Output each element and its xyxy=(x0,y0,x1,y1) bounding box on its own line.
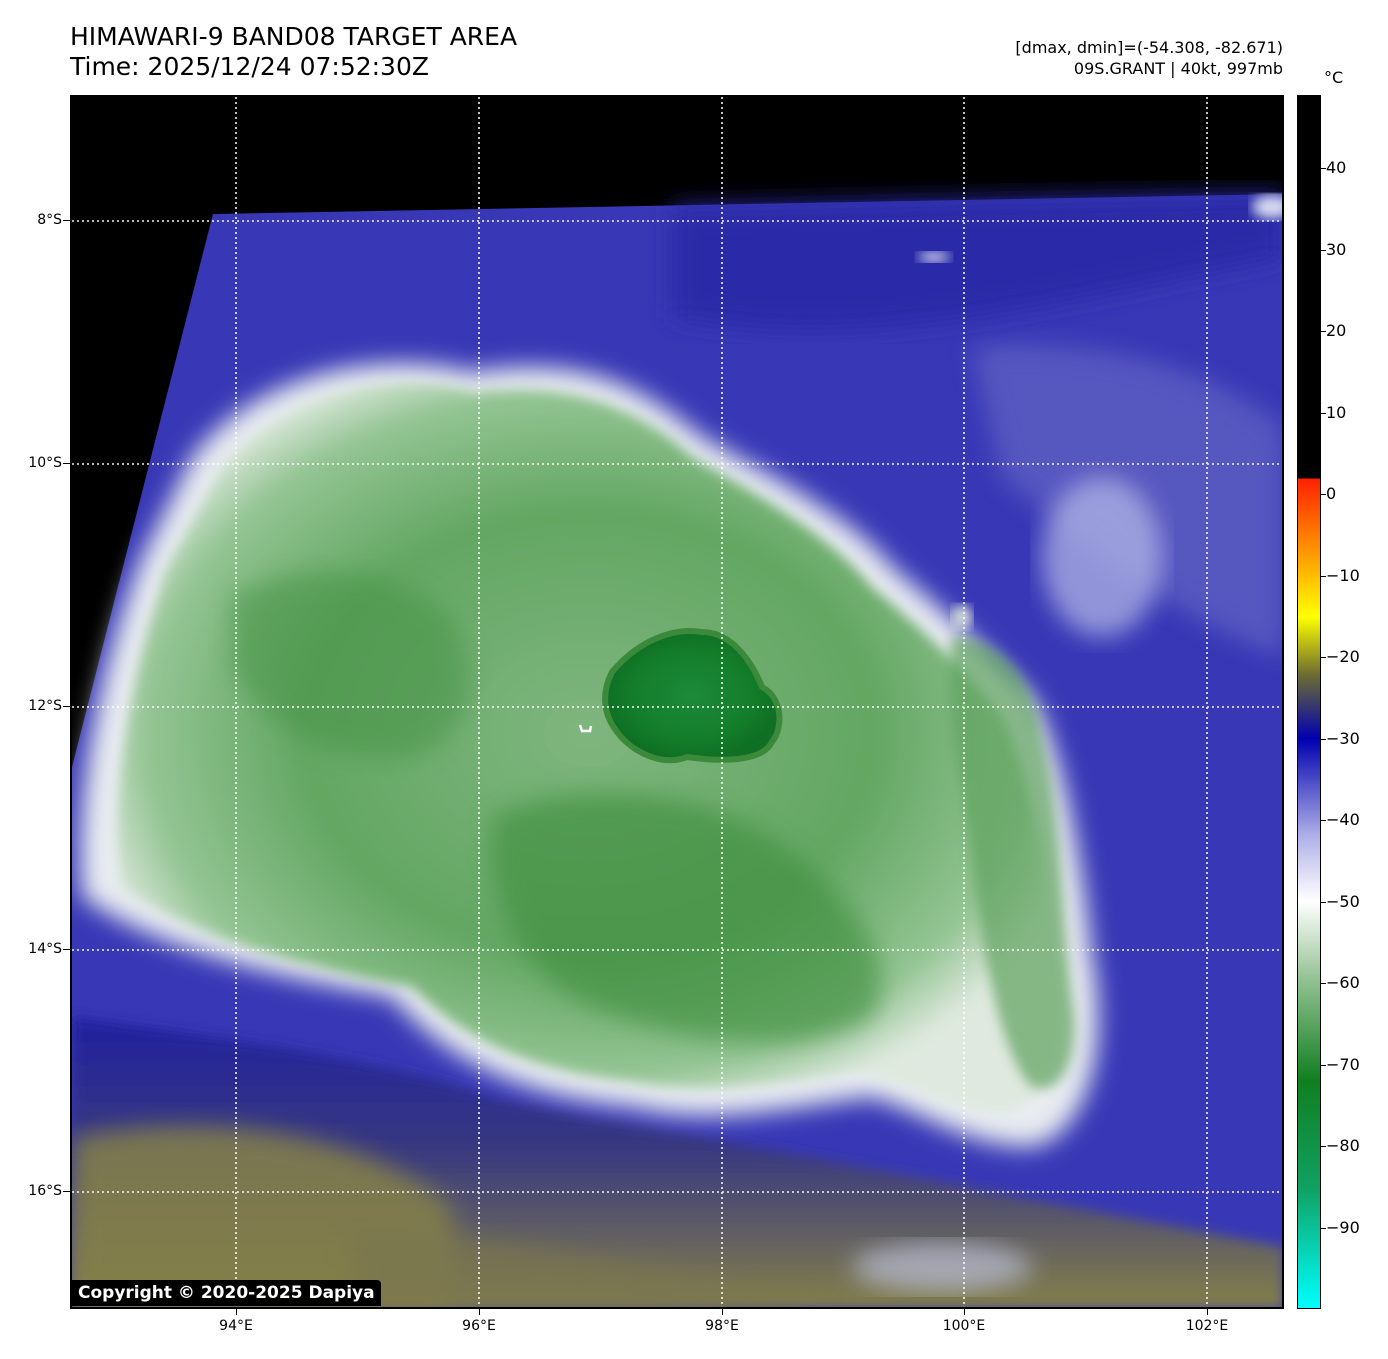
colorbar-label: −40 xyxy=(1326,810,1360,830)
lon-tick xyxy=(236,1309,237,1315)
lon-label-102e: 102°E xyxy=(1185,1318,1229,1334)
copyright-label: Copyright © 2020-2025 Dapiya xyxy=(72,1280,381,1306)
colorbar-tick xyxy=(1321,249,1326,251)
colorbar-label: −50 xyxy=(1326,891,1360,911)
lat-tick xyxy=(63,220,70,221)
colorbar-label: −30 xyxy=(1326,728,1360,748)
lat-label-8s: 8°S xyxy=(37,212,62,228)
storm-info-label: 09S.GRANT | 40kt, 997mb xyxy=(1073,59,1283,78)
colorbar-tick xyxy=(1321,820,1326,822)
lat-label-14s: 14°S xyxy=(28,941,62,957)
colorbar xyxy=(1297,95,1321,1309)
lon-label-100e: 100°E xyxy=(942,1318,986,1334)
colorbar-tick xyxy=(1321,901,1326,903)
lat-label-10s: 10°S xyxy=(28,455,62,471)
lon-tick xyxy=(1207,1309,1208,1315)
colorbar-label: 30 xyxy=(1326,239,1347,259)
graticule xyxy=(72,97,1282,1307)
colorbar-label: −10 xyxy=(1326,565,1360,585)
colorbar-tick xyxy=(1321,657,1326,659)
colorbar-tick xyxy=(1321,738,1326,740)
lon-tick xyxy=(722,1309,723,1315)
lat-tick xyxy=(63,706,70,707)
colorbar-label: −70 xyxy=(1326,1054,1360,1074)
lat-tick xyxy=(63,1191,70,1192)
colorbar-tick xyxy=(1321,494,1326,496)
lat-label-12s: 12°S xyxy=(28,698,62,714)
colorbar-label: −80 xyxy=(1326,1136,1360,1156)
colorbar-label: 10 xyxy=(1326,402,1347,422)
colorbar-label: −20 xyxy=(1326,647,1360,667)
colorbar-tick xyxy=(1321,168,1326,170)
colorbar-tick xyxy=(1321,575,1326,577)
lon-label-96e: 96°E xyxy=(462,1318,496,1334)
chart-title: HIMAWARI-9 BAND08 TARGET AREA xyxy=(70,22,518,51)
lat-label-16s: 16°S xyxy=(28,1183,62,1199)
colorbar-label: −90 xyxy=(1326,1217,1360,1237)
colorbar-label: 20 xyxy=(1326,321,1347,341)
lon-tick xyxy=(964,1309,965,1315)
colorbar-label: 40 xyxy=(1326,158,1347,178)
colorbar-label: 0 xyxy=(1326,484,1337,504)
colorbar-tick xyxy=(1321,1146,1326,1148)
colorbar-tick xyxy=(1321,412,1326,414)
colorbar-tick xyxy=(1321,983,1326,985)
lat-tick xyxy=(63,463,70,464)
data-range-label: [dmax, dmin]=(-54.308, -82.671) xyxy=(1015,38,1283,57)
colorbar-unit: °C xyxy=(1324,68,1344,87)
lon-label-98e: 98°E xyxy=(705,1318,739,1334)
lon-label-94e: 94°E xyxy=(219,1318,253,1334)
satellite-imagery-svg xyxy=(72,97,1282,1307)
colorbar-label: −60 xyxy=(1326,973,1360,993)
colorbar-tick xyxy=(1321,331,1326,333)
satellite-image: Copyright © 2020-2025 Dapiya xyxy=(70,95,1284,1309)
lat-tick xyxy=(63,949,70,950)
lon-tick xyxy=(479,1309,480,1315)
colorbar-tick xyxy=(1321,1064,1326,1066)
colorbar-tick xyxy=(1321,1227,1326,1229)
chart-time: Time: 2025/12/24 07:52:30Z xyxy=(70,52,429,81)
